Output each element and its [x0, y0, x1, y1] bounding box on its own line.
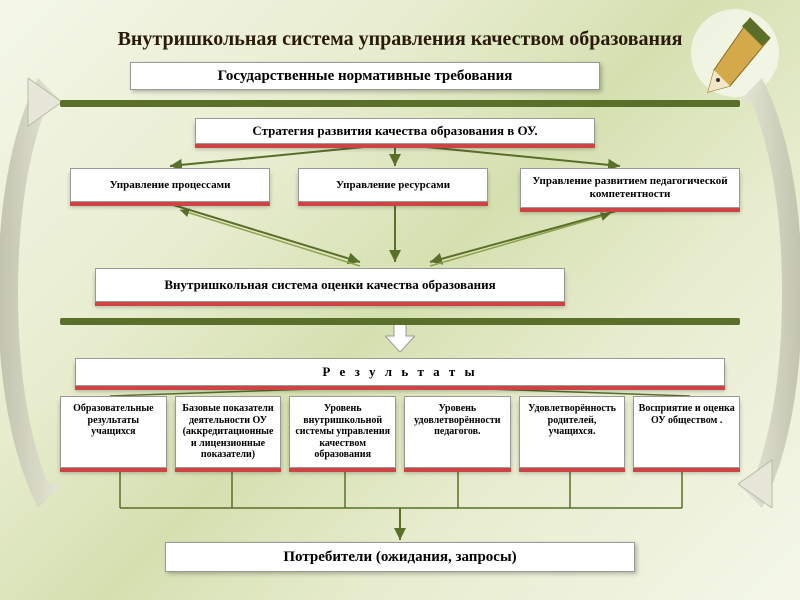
card-base-indicators: Базовые показатели деятельности ОУ (аккр…	[175, 396, 282, 468]
box-gos-requirements: Государственные нормативные требования	[130, 62, 600, 90]
box-mgmt-processes: Управление процессами	[70, 168, 270, 202]
box-results: Р е з у л ь т а т ы	[75, 358, 725, 386]
down-arrow-icon	[385, 322, 415, 352]
card-society-perception: Восприятие и оценка ОУ обществом .	[633, 396, 740, 468]
cycle-arrow-right	[738, 78, 800, 508]
box-strategy: Стратегия развития качества образования …	[195, 118, 595, 144]
divider-mid	[60, 318, 740, 325]
page-title: Внутришкольная система управления качест…	[0, 28, 800, 51]
divider-top	[60, 100, 740, 107]
results-cards-row: Образовательные результаты учащихся Базо…	[60, 396, 740, 468]
box-internal-system: Внутришкольная система оценки качества о…	[95, 268, 565, 302]
cycle-arrow-left	[0, 78, 62, 508]
card-edu-results: Образовательные результаты учащихся	[60, 396, 167, 468]
box-consumers: Потребители (ожидания, запросы)	[165, 542, 635, 572]
box-mgmt-pedagogy: Управление развитием педагогической комп…	[520, 168, 740, 208]
card-teacher-sat: Уровень удовлетворённости педагогов.	[404, 396, 511, 468]
card-internal-level: Уровень внутришкольной системы управлени…	[289, 396, 396, 468]
card-parent-sat: Удовлетворённость родителей, учащихся.	[519, 396, 626, 468]
box-mgmt-resources: Управление ресурсами	[298, 168, 488, 202]
